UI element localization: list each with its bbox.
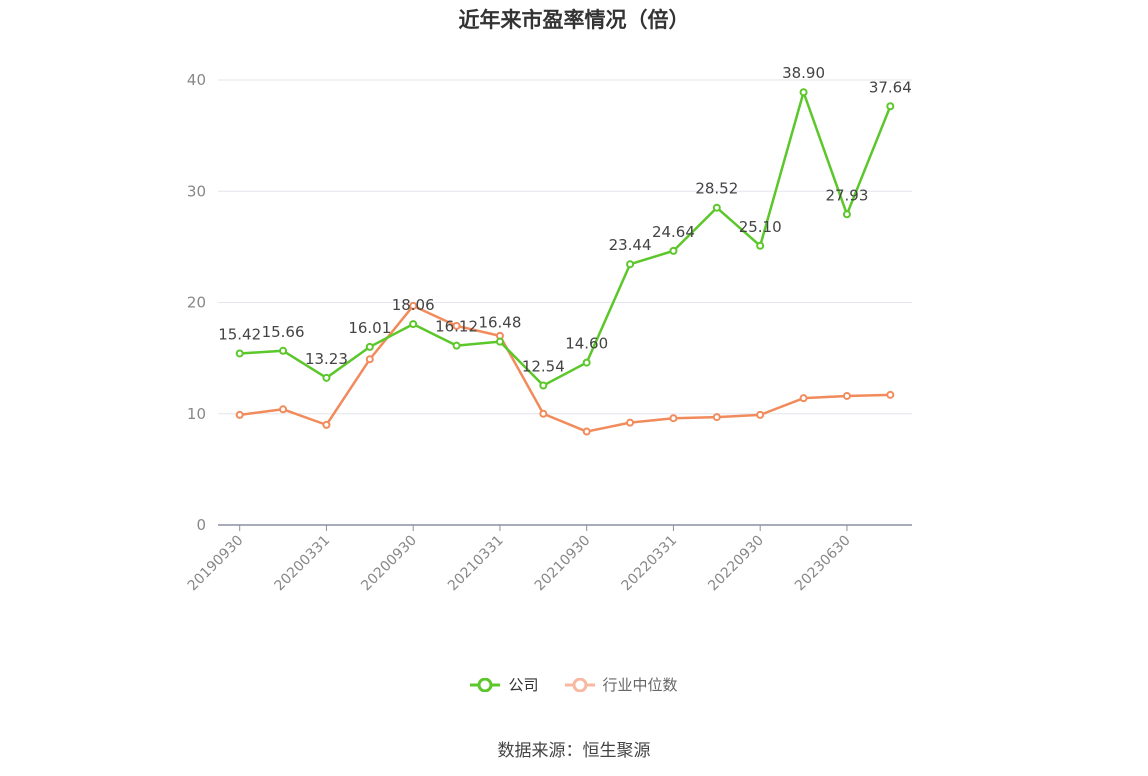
data-label: 15.42 (218, 325, 261, 343)
y-tick-label: 40 (187, 71, 206, 89)
data-point-company (365, 342, 374, 351)
data-label: 14.60 (565, 335, 608, 353)
data-source: 数据来源：恒生聚源 (497, 741, 651, 761)
data-label: 23.44 (609, 236, 652, 254)
data-label: 25.10 (739, 218, 782, 236)
data-point-company (626, 260, 635, 269)
series-line-industry-median (239, 304, 891, 433)
data-label: 16.12 (435, 318, 478, 336)
data-point-company (756, 241, 765, 250)
data-point-company (322, 373, 331, 382)
data-point-industry-median (712, 413, 721, 422)
legend-label-industry-median: 行业中位数 (602, 676, 678, 694)
x-tick-label: 20200930 (358, 533, 420, 595)
data-point-industry-median (756, 410, 765, 419)
data-point-company (452, 341, 461, 350)
x-tick-label: 20220331 (619, 533, 681, 595)
series-line-company (239, 90, 892, 387)
data-point-industry-median (365, 355, 374, 364)
data-label: 24.64 (652, 223, 695, 241)
data-label: 15.66 (262, 323, 305, 341)
data-point-industry-median (842, 391, 851, 400)
data-point-industry-median (669, 414, 678, 423)
data-point-company (669, 246, 678, 255)
legend: 公司 行业中位数 (0, 674, 1148, 695)
x-tick-label: 20220930 (705, 533, 767, 595)
data-point-industry-median (626, 418, 635, 427)
data-point-company (235, 349, 244, 358)
data-point-company (539, 381, 548, 390)
y-tick-label: 0 (196, 516, 206, 534)
x-tick-label: 20200331 (272, 533, 334, 595)
data-label: 38.90 (782, 64, 825, 82)
data-label: 18.06 (392, 296, 435, 314)
legend-item-company[interactable]: 公司 (470, 674, 539, 695)
legend-item-industry-median[interactable]: 行业中位数 (564, 674, 678, 695)
data-point-company (582, 358, 591, 367)
data-label: 12.54 (522, 357, 565, 375)
data-point-company (842, 210, 851, 219)
legend-company-line-circle-icon (470, 677, 501, 692)
x-tick-label: 20190930 (185, 533, 247, 595)
chart-title: 近年来市盈率情况（倍） (458, 8, 690, 32)
data-point-company (712, 203, 721, 212)
data-label: 16.48 (478, 314, 521, 332)
data-point-industry-median (279, 405, 288, 414)
data-point-industry-median (799, 394, 808, 403)
data-point-company (799, 88, 808, 97)
data-label: 13.23 (305, 350, 348, 368)
data-point-industry-median (886, 390, 895, 399)
data-point-company (279, 346, 288, 355)
data-point-industry-median (235, 410, 244, 419)
y-tick-label: 20 (187, 294, 206, 312)
data-label: 27.93 (825, 186, 868, 204)
data-point-company (409, 320, 418, 329)
x-tick-label: 20210930 (532, 533, 594, 595)
y-tick-label: 30 (187, 182, 206, 200)
data-point-company (886, 102, 895, 111)
data-label: 16.01 (348, 319, 391, 337)
legend-label-company: 公司 (508, 676, 539, 694)
data-point-industry-median (409, 301, 418, 310)
x-tick-label: 20210331 (445, 533, 507, 595)
data-label: 28.52 (695, 180, 738, 198)
data-point-industry-median (322, 420, 331, 429)
legend-industry-line-circle-icon (564, 677, 595, 692)
data-point-company (495, 337, 504, 346)
data-label: 37.64 (869, 78, 912, 96)
data-point-industry-median (582, 427, 591, 436)
x-tick-label: 20230630 (792, 533, 854, 595)
data-point-industry-median (452, 321, 461, 330)
y-tick-label: 10 (187, 405, 206, 423)
line-chart: 0 10 20 30 40 20190930 20200331 20200930 2021033… (185, 64, 912, 595)
data-point-industry-median (539, 409, 548, 418)
